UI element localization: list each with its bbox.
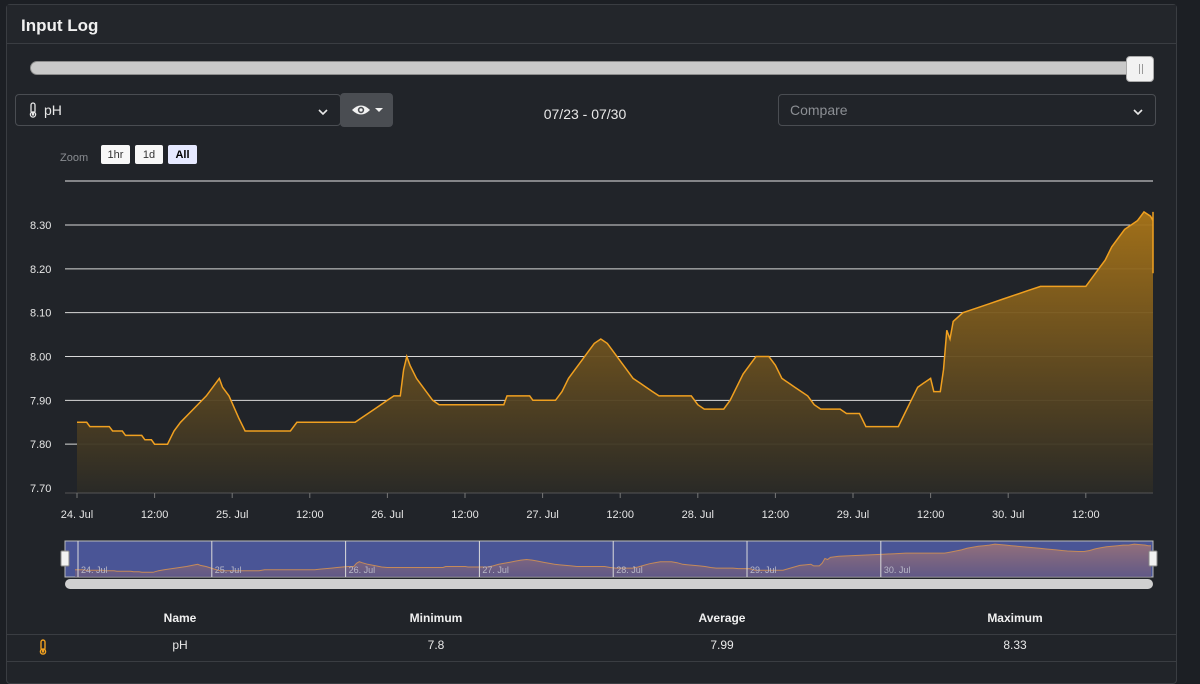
stats-row-minimum: 7.8 [427, 638, 445, 652]
sensor-select-value: pH [44, 102, 62, 118]
x-tick-label: 12:00 [451, 509, 479, 521]
ph-chart[interactable]: 7.70 7.80 7.90 8.00 8.10 8.20 8.30 24. Jul 12:0… [0, 0, 1200, 600]
navigator-tick-label: 27. Jul [482, 565, 509, 575]
x-tick-label: 25. Jul [216, 509, 248, 521]
stats-row-average: 7.99 [710, 638, 734, 652]
eye-icon [351, 105, 370, 115]
ph-area-fill [77, 211, 1153, 493]
y-tick-label: 8.00 [30, 352, 51, 364]
zoom-all-button[interactable]: All [168, 145, 197, 164]
x-tick-label: 30. Jul [992, 509, 1024, 521]
navigator-tick-label: 25. Jul [215, 565, 242, 575]
y-tick-label: 7.80 [30, 439, 51, 451]
zoom-label: Zoom [60, 152, 89, 164]
zoom-1hr-button[interactable]: 1hr [101, 145, 130, 164]
x-tick-label: 12:00 [762, 509, 790, 521]
x-tick-label: 24. Jul [61, 509, 93, 521]
y-tick-label: 8.10 [30, 308, 51, 320]
zoom-1d-button[interactable]: 1d [135, 145, 163, 164]
x-tick-label: 26. Jul [371, 509, 403, 521]
visibility-toggle-button[interactable] [340, 93, 393, 127]
ph-series-line [77, 210, 1154, 445]
stats-row-maximum: 8.33 [1003, 638, 1027, 652]
navigator-scrollbar[interactable] [65, 579, 1153, 589]
navigator-line [75, 543, 1151, 573]
stats-header-average: Average [698, 611, 746, 625]
navigator-tick-label: 29. Jul [750, 565, 777, 575]
compare-select[interactable]: Compare [778, 94, 1156, 126]
sensor-select[interactable]: pH [15, 94, 341, 126]
navigator-tick-label: 30. Jul [884, 565, 911, 575]
x-tick-label: 27. Jul [526, 509, 558, 521]
thermometer-icon [39, 639, 47, 655]
x-tick-label: 29. Jul [837, 509, 869, 521]
thermometer-icon [29, 102, 37, 118]
x-tick-label: 12:00 [1072, 509, 1100, 521]
date-range-label: 07/23 - 07/30 [543, 106, 627, 122]
x-tick-label: 12:00 [606, 509, 634, 521]
chevron-down-icon [318, 109, 328, 116]
navigator-area [75, 544, 1151, 577]
navigator-tick-label: 26. Jul [349, 565, 376, 575]
panel-header: Input Log [7, 5, 1176, 44]
navigator-tick-label: 28. Jul [616, 565, 643, 575]
stats-divider [6, 634, 1177, 635]
y-tick-label: 8.20 [30, 264, 51, 276]
stats-header-minimum: Minimum [409, 611, 463, 625]
x-tick-label: 12:00 [296, 509, 324, 521]
stats-header-name: Name [163, 611, 197, 625]
compare-select-placeholder: Compare [790, 102, 848, 118]
stats-row-name: pH [172, 638, 188, 652]
navigator-left-handle[interactable] [60, 550, 70, 567]
x-tick-label: 12:00 [141, 509, 169, 521]
navigator-tick-label: 24. Jul [81, 565, 108, 575]
x-tick-label: 12:00 [917, 509, 945, 521]
x-tick-label: 28. Jul [682, 509, 714, 521]
stats-divider [6, 661, 1177, 662]
panel-title: Input Log [21, 16, 99, 35]
navigator-right-handle[interactable] [1148, 550, 1158, 567]
y-tick-label: 7.90 [30, 395, 51, 407]
time-range-slider-handle[interactable] [1126, 56, 1154, 82]
y-tick-label: 8.30 [30, 220, 51, 232]
chevron-down-icon [1133, 109, 1143, 116]
y-tick-label: 7.70 [30, 483, 51, 495]
caret-down-icon [374, 108, 383, 112]
stats-header-maximum: Maximum [987, 611, 1043, 625]
